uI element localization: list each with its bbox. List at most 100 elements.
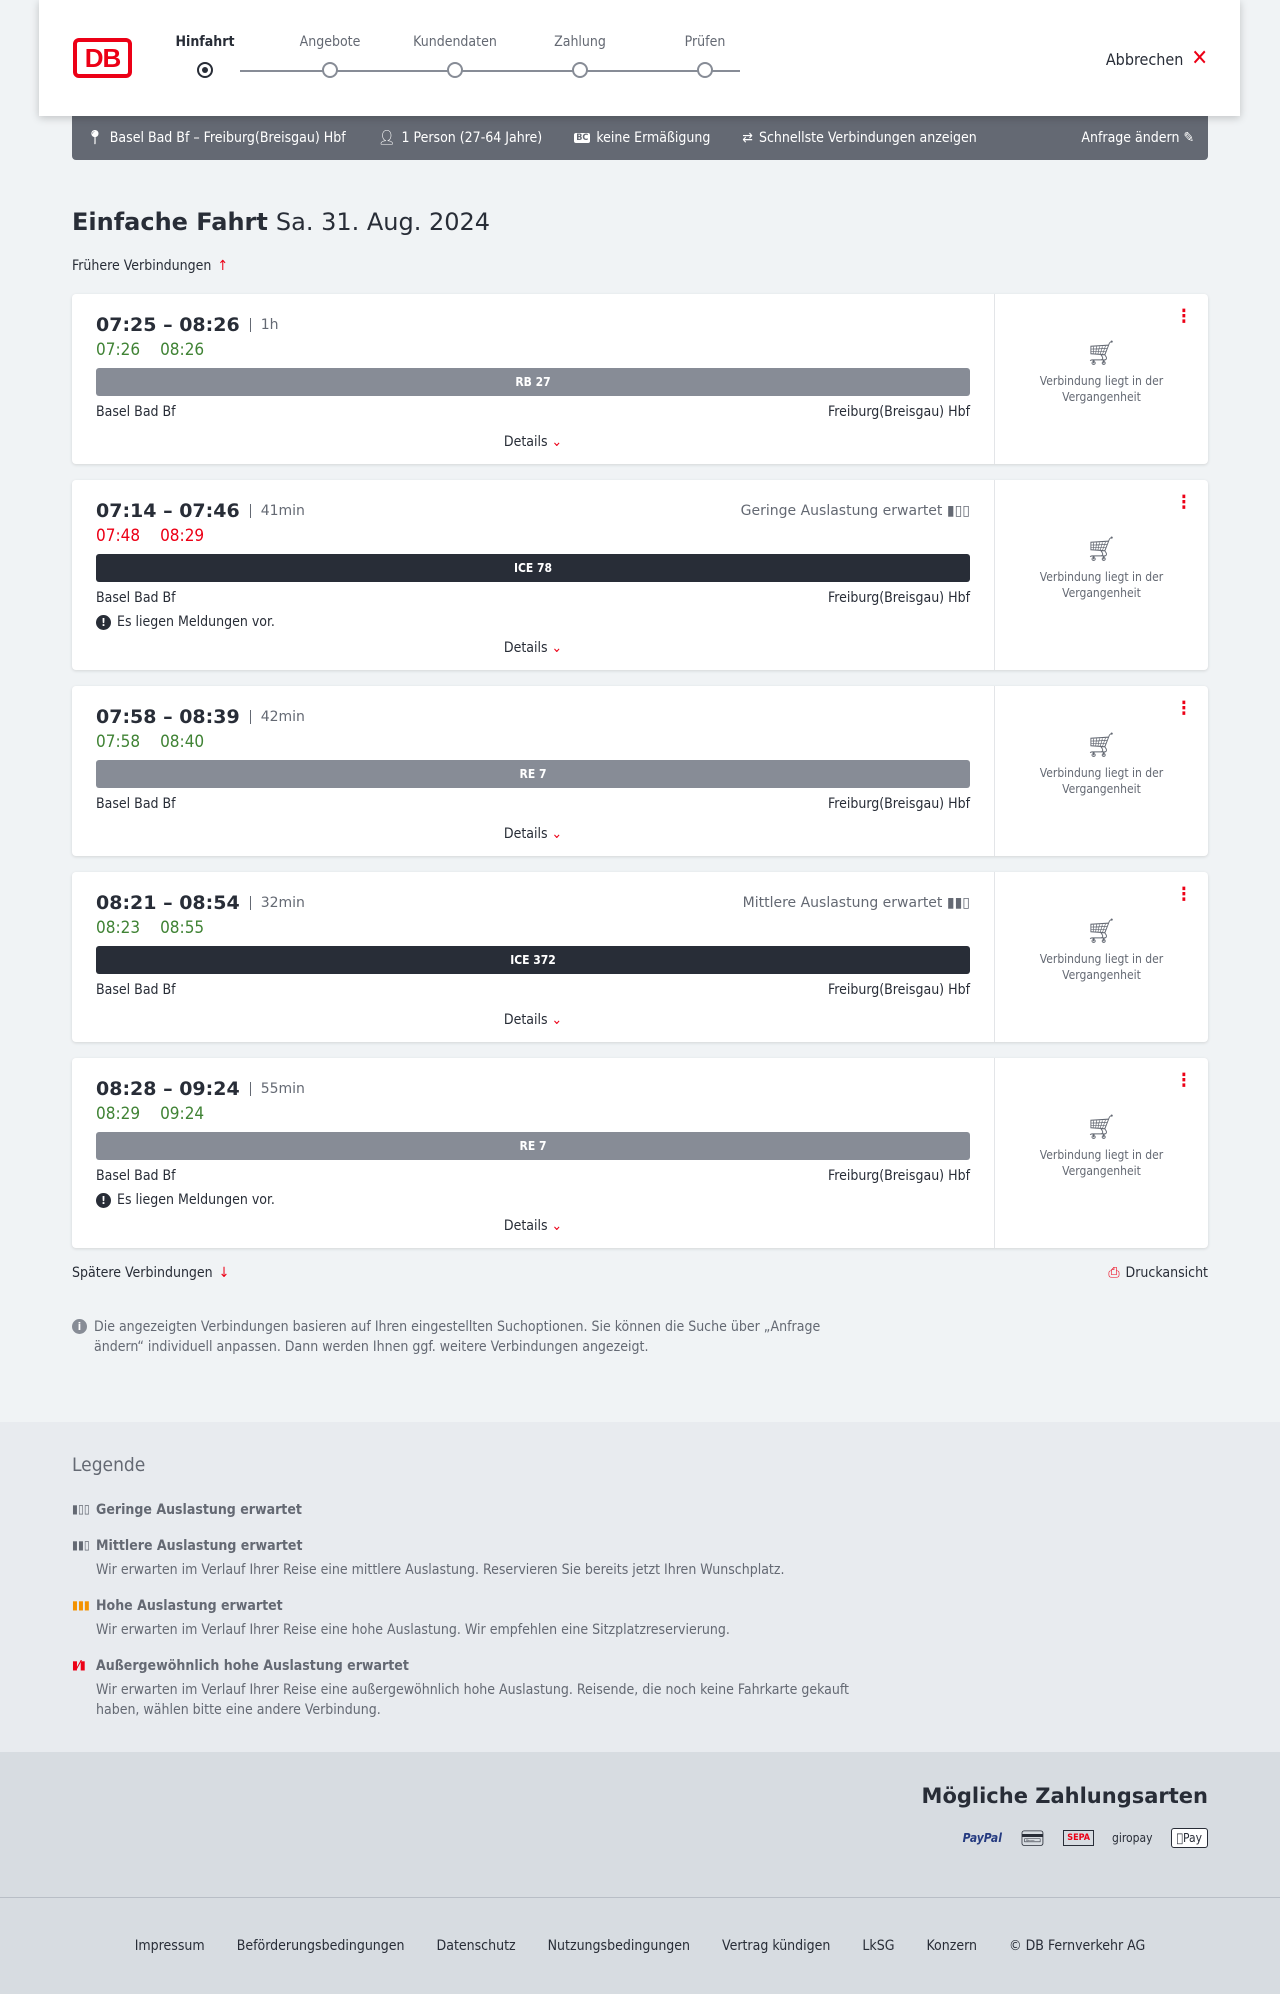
pencil-icon: ✎ (1183, 130, 1194, 146)
details-label: Details (503, 826, 548, 842)
destination-station: Freiburg(Breisgau) Hbf (827, 1168, 970, 1184)
route-text: Basel Bad Bf – Freiburg(Breisgau) Hbf (109, 130, 346, 146)
exclamation-icon: ! (96, 614, 111, 630)
connection-times: 07:58 – 08:39 42min (96, 706, 970, 728)
realtime-departure: 07:26 (96, 340, 141, 360)
destination-station: Freiburg(Breisgau) Hbf (827, 590, 970, 606)
cart-unavailable-icon: 🛒︎ (1086, 1113, 1117, 1141)
footer-link[interactable]: Konzern (926, 1938, 977, 1954)
legend-item-medium: ▮▮▯ Mittlere Auslastung erwartet Wir erwar… (72, 1538, 872, 1580)
occupancy-exceptional-icon: ▮⁄▮ (72, 1658, 86, 1672)
step-kundendaten: Kundendaten (405, 34, 505, 78)
later-label: Spätere Verbindungen (72, 1265, 213, 1281)
planned-times: 07:25 – 08:26 (96, 314, 240, 336)
destination-station: Freiburg(Breisgau) Hbf (827, 796, 970, 812)
more-options-icon[interactable]: ⋮ (1175, 1070, 1192, 1091)
footer-link[interactable]: Nutzungsbedingungen (547, 1938, 691, 1954)
legend-item-desc: Wir erwarten im Verlauf Ihrer Reise eine… (96, 1562, 785, 1578)
details-toggle[interactable]: Details ⌄ (72, 640, 994, 656)
swap-arrows-icon: ⇄ (742, 130, 753, 146)
legend-section: Legende ▮▯▯ Geringe Auslastung erwartet ▮… (0, 1422, 1280, 1752)
occupancy-icon: ▮▯▯ (946, 503, 970, 519)
realtime-departure: 07:58 (96, 732, 141, 752)
step-dot (197, 62, 213, 78)
details-toggle[interactable]: Details ⌄ (72, 1012, 994, 1028)
step-label: Kundendaten (413, 34, 497, 50)
message-text: Es liegen Meldungen vor. (117, 614, 275, 630)
earlier-connections-link[interactable]: Frühere Verbindungen ↑ (72, 258, 228, 274)
train-bar: RE 7 (96, 1132, 970, 1160)
train-name: RE 7 (519, 1139, 547, 1153)
chevron-down-icon: ⌄ (551, 434, 563, 450)
origin-station: Basel Bad Bf (96, 796, 176, 812)
legend-title: Legende (72, 1454, 146, 1476)
payment-icons: PayPal 💳︎ SEPA giropay Pay (963, 1826, 1208, 1850)
sepa-icon: SEPA (1063, 1830, 1095, 1846)
planned-times: 07:58 – 08:39 (96, 706, 240, 728)
change-request-button[interactable]: Anfrage ändern ✎ (1081, 130, 1194, 146)
stations: Basel Bad Bf Freiburg(Breisgau) Hbf (96, 982, 970, 998)
past-connection-text: Verbindung liegt in der Vergangenheit (1039, 374, 1164, 404)
payment-title: Mögliche Zahlungsarten (921, 1784, 1208, 1808)
legend-item-title: Außergewöhnlich hohe Auslastung erwartet (96, 1658, 409, 1674)
origin-station: Basel Bad Bf (96, 404, 176, 420)
realtime-arrival: 08:26 (160, 340, 205, 360)
details-toggle[interactable]: Details ⌄ (72, 434, 994, 450)
train-bar: RE 7 (96, 760, 970, 788)
details-label: Details (503, 1218, 548, 1234)
close-icon: ✕ (1191, 46, 1208, 71)
more-options-icon[interactable]: ⋮ (1175, 492, 1192, 513)
stations: Basel Bad Bf Freiburg(Breisgau) Hbf (96, 1168, 970, 1184)
details-label: Details (503, 434, 548, 450)
step-dot (572, 62, 588, 78)
origin-station: Basel Bad Bf (96, 590, 176, 606)
duration: 1h (249, 318, 278, 332)
more-options-icon[interactable]: ⋮ (1175, 306, 1192, 327)
more-options-icon[interactable]: ⋮ (1175, 698, 1192, 719)
info-text: Die angezeigten Verbindungen basieren au… (94, 1319, 821, 1355)
step-dot (447, 62, 463, 78)
stations: Basel Bad Bf Freiburg(Breisgau) Hbf (96, 590, 970, 606)
footer-link[interactable]: Beförderungsbedingungen (236, 1938, 405, 1954)
later-connections-link[interactable]: Spätere Verbindungen ↓ (72, 1265, 229, 1281)
footer-link[interactable]: © DB Fernverkehr AG (1009, 1938, 1146, 1954)
cancel-label: Abbrechen (1105, 49, 1184, 69)
realtime-departure: 07:48 (96, 526, 141, 546)
more-options-icon[interactable]: ⋮ (1175, 884, 1192, 905)
details-toggle[interactable]: Details ⌄ (72, 826, 994, 842)
step-dot (697, 62, 713, 78)
connection-times: 07:14 – 07:46 41min Geringe Auslastung erw… (96, 500, 970, 522)
connection-side-panel: ⋮ 🛒︎ Verbindung liegt in der Vergangenhe… (994, 294, 1208, 464)
footer: Impressum Beförderungsbedingungen Datensch… (0, 1897, 1280, 1994)
destination-station: Freiburg(Breisgau) Hbf (827, 982, 970, 998)
printer-icon: ⎙ (1108, 1265, 1120, 1281)
occupancy-low-icon: ▮▯▯ (72, 1502, 90, 1516)
connection-side-panel: ⋮ 🛒︎ Verbindung liegt in der Vergangenhe… (994, 480, 1208, 670)
occupancy-medium-icon: ▮▮▯ (72, 1538, 90, 1552)
stations: Basel Bad Bf Freiburg(Breisgau) Hbf (96, 404, 970, 420)
footer-link[interactable]: LkSG (862, 1938, 895, 1954)
origin-station: Basel Bad Bf (96, 982, 176, 998)
past-connection-text: Verbindung liegt in der Vergangenheit (1039, 766, 1164, 796)
realtime-times: 08:23 08:55 (96, 918, 970, 938)
arrow-down-icon: ↓ (218, 1265, 230, 1281)
footer-link[interactable]: Impressum (134, 1938, 205, 1954)
details-toggle[interactable]: Details ⌄ (72, 1218, 994, 1234)
occupancy-indicator: Mittlere Auslastung erwartet ▮▮▯ (743, 895, 970, 911)
legend-item-low: ▮▯▯ Geringe Auslastung erwartet (72, 1502, 872, 1518)
connection-side-panel: ⋮ 🛒︎ Verbindung liegt in der Vergangenhe… (994, 872, 1208, 1042)
footer-link[interactable]: Vertrag kündigen (722, 1938, 831, 1954)
footer-link[interactable]: Datenschutz (436, 1938, 516, 1954)
info-icon: i (72, 1319, 87, 1334)
message-notice: ! Es liegen Meldungen vor. (96, 1192, 970, 1208)
step-dot (322, 62, 338, 78)
chevron-down-icon: ⌄ (551, 1012, 563, 1028)
step-hinfahrt: Hinfahrt (155, 34, 255, 78)
realtime-arrival: 08:55 (160, 918, 205, 938)
cancel-button[interactable]: Abbrechen ✕ (1106, 48, 1208, 70)
cart-unavailable-icon: 🛒︎ (1086, 917, 1117, 945)
db-logo[interactable]: DB (73, 38, 132, 78)
print-view-link[interactable]: ⎙ Druckansicht (1108, 1265, 1208, 1281)
train-bar: ICE 78 (96, 554, 970, 582)
destination-station: Freiburg(Breisgau) Hbf (827, 404, 970, 420)
